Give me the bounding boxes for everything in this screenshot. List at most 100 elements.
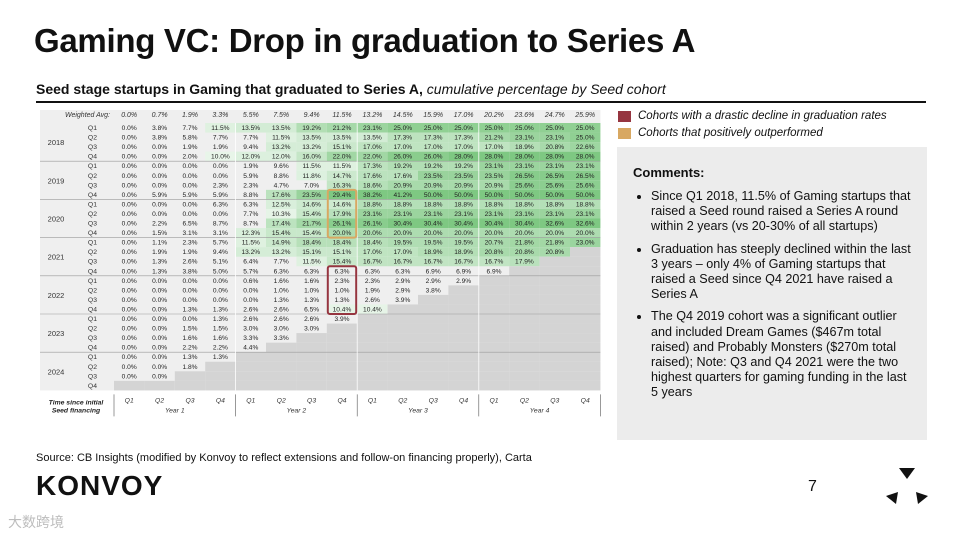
empty-cell <box>326 323 358 334</box>
empty-cell <box>478 342 510 353</box>
cell-label: 3.8% <box>426 287 441 294</box>
cell-label: 17.9% <box>333 211 352 218</box>
heatmap-cell <box>296 218 327 229</box>
cell-label: 11.5% <box>302 163 320 170</box>
cell-label: 12.0% <box>241 154 260 161</box>
cell-label: 0.0% <box>182 173 197 180</box>
cell-label: 25.0% <box>576 135 595 142</box>
cell-label: 0.0% <box>122 364 137 371</box>
empty-cell <box>448 352 479 362</box>
cell-label: 17.0% <box>454 144 473 151</box>
cell-label: 21.8% <box>545 240 564 247</box>
heatmap-cell <box>478 247 510 257</box>
cell-label: 21.2% <box>333 125 352 132</box>
cell-label: 25.0% <box>576 125 595 132</box>
cell-label: 20.9% <box>485 182 504 189</box>
heatmap-cell <box>570 132 601 143</box>
empty-cell <box>539 352 570 362</box>
cell-label: 0.0% <box>122 230 137 237</box>
cell-label: 8.7% <box>243 221 258 228</box>
heatmap-cell <box>509 199 540 209</box>
cell-label: 6.3% <box>274 268 289 275</box>
empty-cell <box>387 304 418 314</box>
cell-label: 26.5% <box>576 173 595 180</box>
heatmap-cell <box>478 237 510 248</box>
heatmap-cell <box>448 228 479 238</box>
cell-label: 0.0% <box>122 173 137 180</box>
cell-label: 0.0% <box>182 163 197 170</box>
cell-label: 0.0% <box>182 201 197 208</box>
weighted-avg-value: 17.0% <box>454 112 474 119</box>
cell-label: 20.0% <box>545 230 564 237</box>
heatmap-cell <box>205 151 236 162</box>
cell-label: 26.5% <box>515 173 534 180</box>
cell-label: 0.0% <box>122 240 137 247</box>
empty-cell <box>509 294 540 305</box>
cell-label: 1.0% <box>334 287 349 294</box>
cell-label: 22.6% <box>576 144 595 151</box>
cell-label: 0.0% <box>122 287 137 294</box>
cell-label: 0.0% <box>152 173 167 180</box>
heatmap-cell <box>570 189 601 200</box>
konvoy-mark-icon <box>886 468 928 504</box>
empty-cell <box>448 294 479 305</box>
quarter-label: Q3 <box>88 297 97 304</box>
cell-label: 0.0% <box>122 144 137 151</box>
empty-cell <box>478 285 510 295</box>
empty-cell <box>235 380 266 391</box>
heatmap-cell <box>357 247 388 257</box>
cell-label: 18.8% <box>545 201 564 208</box>
cell-label: 6.3% <box>213 201 228 208</box>
cell-label: 23.1% <box>485 163 504 170</box>
empty-cell <box>539 304 570 314</box>
cell-label: 3.9% <box>334 316 349 323</box>
heatmap-cell <box>326 304 358 314</box>
heatmap-cell <box>539 151 570 162</box>
heatmap-cell <box>478 208 510 219</box>
heatmap-cell <box>448 161 479 171</box>
empty-cell <box>509 314 540 324</box>
subtitle-italic: cumulative percentage by Seed cohort <box>426 81 666 97</box>
cell-label: 7.7% <box>213 135 228 142</box>
year-group-label: Year 3 <box>408 407 428 414</box>
empty-cell <box>570 275 601 286</box>
empty-cell <box>296 361 327 372</box>
heatmap-cell <box>570 237 601 248</box>
legend-outperform: Cohorts that positively outperformed <box>618 127 823 139</box>
empty-cell <box>418 371 449 381</box>
x-tick-label: Q2 <box>155 397 164 404</box>
cell-label: 2.6% <box>274 306 289 313</box>
cell-label: 25.6% <box>515 182 534 189</box>
cell-label: 28.0% <box>545 154 564 161</box>
cell-label: 18.6% <box>363 182 382 189</box>
comments-panel: Comments: Since Q1 2018, 11.5% of Gaming… <box>617 147 927 440</box>
cell-label: 32.6% <box>576 221 595 228</box>
cell-label: 0.0% <box>122 306 137 313</box>
heatmap-cell <box>448 218 479 229</box>
heatmap-cell <box>448 256 479 267</box>
cell-label: 0.0% <box>122 345 137 352</box>
heatmap-cell <box>539 228 570 238</box>
cell-label: 5.9% <box>243 173 258 180</box>
heatmap-cell <box>235 228 266 238</box>
cell-label: 3.0% <box>274 326 289 333</box>
quarter-label: Q4 <box>88 383 97 390</box>
heatmap-cell <box>448 247 479 257</box>
heatmap-cell <box>296 151 327 162</box>
heatmap-cell <box>387 218 418 229</box>
cell-label: 23.1% <box>515 163 534 170</box>
cell-label: 0.0% <box>213 297 228 304</box>
heatmap-cell <box>448 170 479 181</box>
x-tick-label: Q4 <box>581 397 590 404</box>
cell-label: 41.2% <box>393 192 412 199</box>
cell-label: 14.7% <box>333 173 352 180</box>
cell-label: 20.0% <box>424 230 443 237</box>
heatmap-cell <box>448 189 479 200</box>
empty-cell <box>509 380 540 391</box>
cell-label: 0.0% <box>152 297 167 304</box>
x-tick-label: Q1 <box>368 397 377 404</box>
heatmap-cell <box>478 123 510 133</box>
cell-label: 7.7% <box>243 135 258 142</box>
cell-label: 5.9% <box>152 192 167 199</box>
